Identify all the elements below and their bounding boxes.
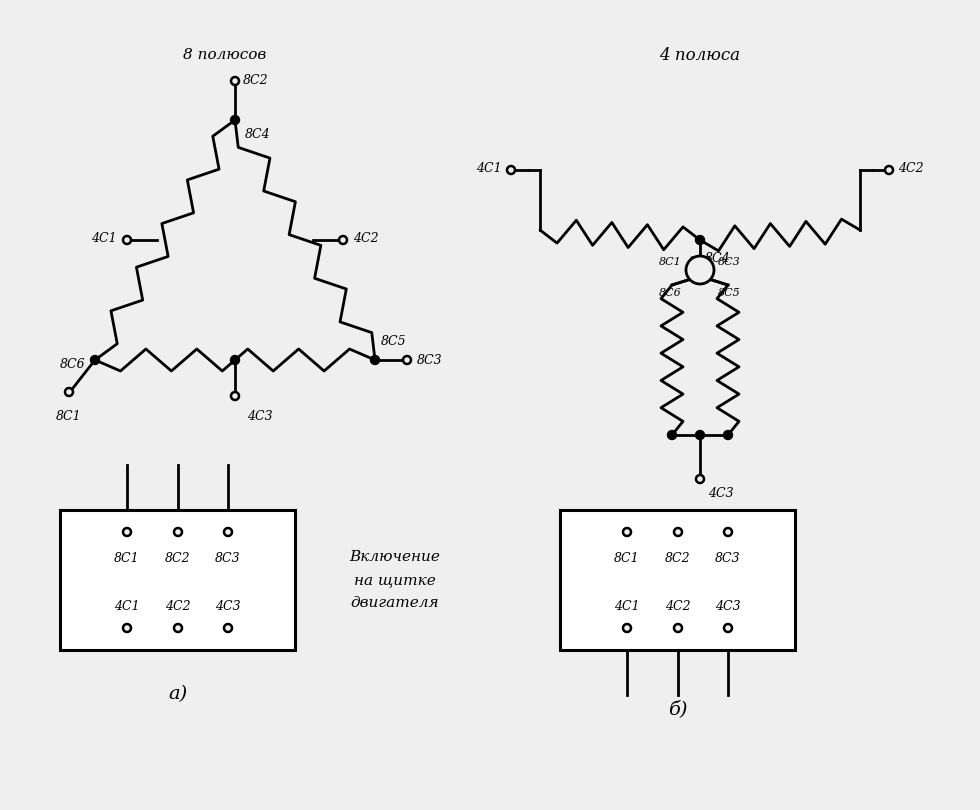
Text: 8С2: 8С2	[665, 552, 691, 565]
Circle shape	[90, 356, 100, 364]
Circle shape	[667, 430, 676, 440]
Circle shape	[623, 528, 631, 536]
FancyBboxPatch shape	[60, 510, 295, 650]
Circle shape	[674, 528, 682, 536]
Circle shape	[724, 528, 732, 536]
Circle shape	[674, 624, 682, 632]
Text: а): а)	[168, 685, 187, 703]
Circle shape	[230, 116, 239, 125]
Text: 4С2: 4С2	[898, 161, 923, 174]
Circle shape	[885, 166, 893, 174]
Circle shape	[370, 356, 379, 364]
Text: 8С4: 8С4	[705, 252, 731, 265]
Circle shape	[723, 430, 732, 440]
Text: Включение
на щитке
двигателя: Включение на щитке двигателя	[350, 550, 440, 610]
Text: 8С6: 8С6	[660, 288, 682, 298]
Text: 4С2: 4С2	[353, 232, 378, 245]
Circle shape	[696, 430, 705, 440]
Text: 8С1: 8С1	[660, 257, 682, 267]
Text: 8С2: 8С2	[166, 552, 191, 565]
Text: 8С6: 8С6	[60, 357, 85, 370]
Text: 4С1: 4С1	[476, 161, 502, 174]
Circle shape	[224, 528, 232, 536]
Text: 4С3: 4С3	[715, 600, 741, 613]
Circle shape	[507, 166, 515, 174]
Circle shape	[231, 392, 239, 400]
Text: 8С3: 8С3	[718, 257, 741, 267]
Text: 4 полюса: 4 полюса	[660, 46, 741, 63]
Circle shape	[686, 256, 714, 284]
Circle shape	[174, 528, 182, 536]
Text: 8С1: 8С1	[115, 552, 140, 565]
Circle shape	[724, 624, 732, 632]
Circle shape	[403, 356, 411, 364]
Text: 8С1: 8С1	[614, 552, 640, 565]
Circle shape	[696, 475, 704, 483]
Text: 8С2: 8С2	[689, 256, 711, 266]
Text: 4С3: 4С3	[247, 410, 272, 423]
Circle shape	[123, 236, 131, 244]
Circle shape	[123, 528, 131, 536]
Circle shape	[696, 236, 705, 245]
Text: 8С3: 8С3	[417, 353, 443, 366]
Text: 8С1: 8С1	[56, 410, 81, 423]
Text: 8С2: 8С2	[243, 75, 269, 87]
Text: 4С1: 4С1	[115, 600, 140, 613]
Text: 8С4: 8С4	[245, 128, 270, 141]
Circle shape	[65, 388, 73, 396]
Text: 8 полюсов: 8 полюсов	[183, 48, 267, 62]
Circle shape	[174, 624, 182, 632]
Text: 4С3: 4С3	[216, 600, 241, 613]
Text: 8С3: 8С3	[216, 552, 241, 565]
Text: б): б)	[667, 700, 687, 718]
Text: 8С5: 8С5	[718, 288, 741, 298]
Circle shape	[224, 624, 232, 632]
Text: 4С2: 4С2	[665, 600, 691, 613]
Text: 4С1: 4С1	[614, 600, 640, 613]
Text: 4С2: 4С2	[166, 600, 191, 613]
Circle shape	[123, 624, 131, 632]
Circle shape	[623, 624, 631, 632]
Circle shape	[231, 77, 239, 85]
Text: 8С3: 8С3	[715, 552, 741, 565]
Text: 8С5: 8С5	[381, 335, 407, 348]
Circle shape	[339, 236, 347, 244]
Circle shape	[230, 356, 239, 364]
FancyBboxPatch shape	[560, 510, 795, 650]
Text: 4С3: 4С3	[708, 487, 734, 500]
Text: 4С1: 4С1	[91, 232, 117, 245]
